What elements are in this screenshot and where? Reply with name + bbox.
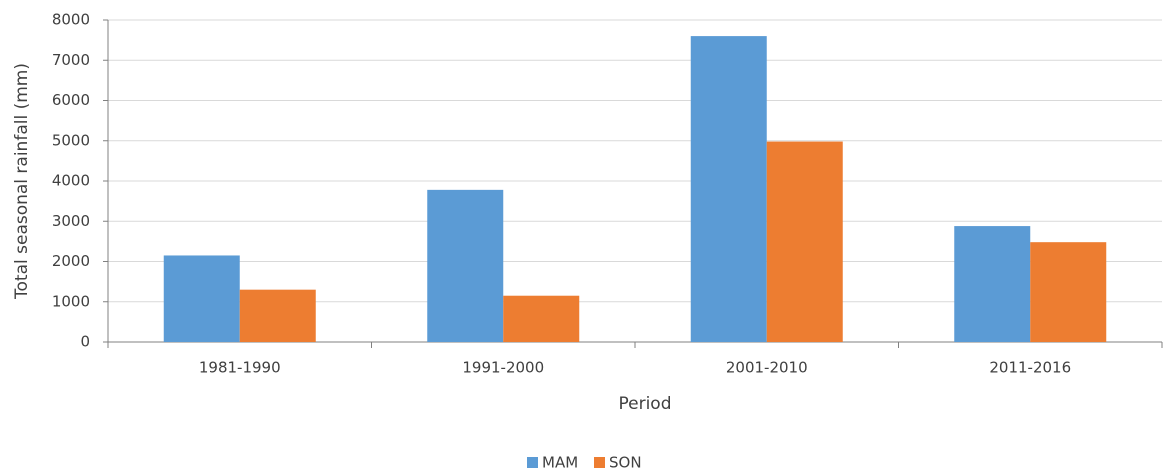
bar xyxy=(954,226,1031,342)
y-axis-label: Total seasonal rainfall (mm) xyxy=(12,63,32,300)
bar xyxy=(503,295,580,342)
y-tick-label: 2000 xyxy=(52,252,90,270)
y-tick-label: 3000 xyxy=(52,212,90,230)
x-tick-label: 1991-2000 xyxy=(462,359,544,377)
legend-label: MAM xyxy=(542,454,578,471)
x-tick-label: 1981-1990 xyxy=(199,359,281,377)
bar xyxy=(427,189,504,342)
legend-swatch xyxy=(527,457,538,468)
y-tick-label: 4000 xyxy=(52,172,90,190)
bar xyxy=(690,36,767,342)
bar xyxy=(239,289,316,342)
y-tick-label: 0 xyxy=(80,333,90,351)
bar xyxy=(766,141,843,342)
x-tick-label: 2011-2016 xyxy=(989,359,1071,377)
y-tick-label: 8000 xyxy=(52,11,90,29)
x-axis-label: Period xyxy=(618,394,671,414)
y-tick-label: 1000 xyxy=(52,292,90,310)
legend-swatch xyxy=(594,457,605,468)
legend-label: SON xyxy=(609,454,642,471)
x-tick-label: 2001-2010 xyxy=(726,359,808,377)
bar xyxy=(1030,242,1107,342)
y-tick-label: 5000 xyxy=(52,131,90,149)
y-tick-label: 6000 xyxy=(52,91,90,109)
y-tick-label: 7000 xyxy=(52,51,90,69)
bar xyxy=(163,255,240,342)
